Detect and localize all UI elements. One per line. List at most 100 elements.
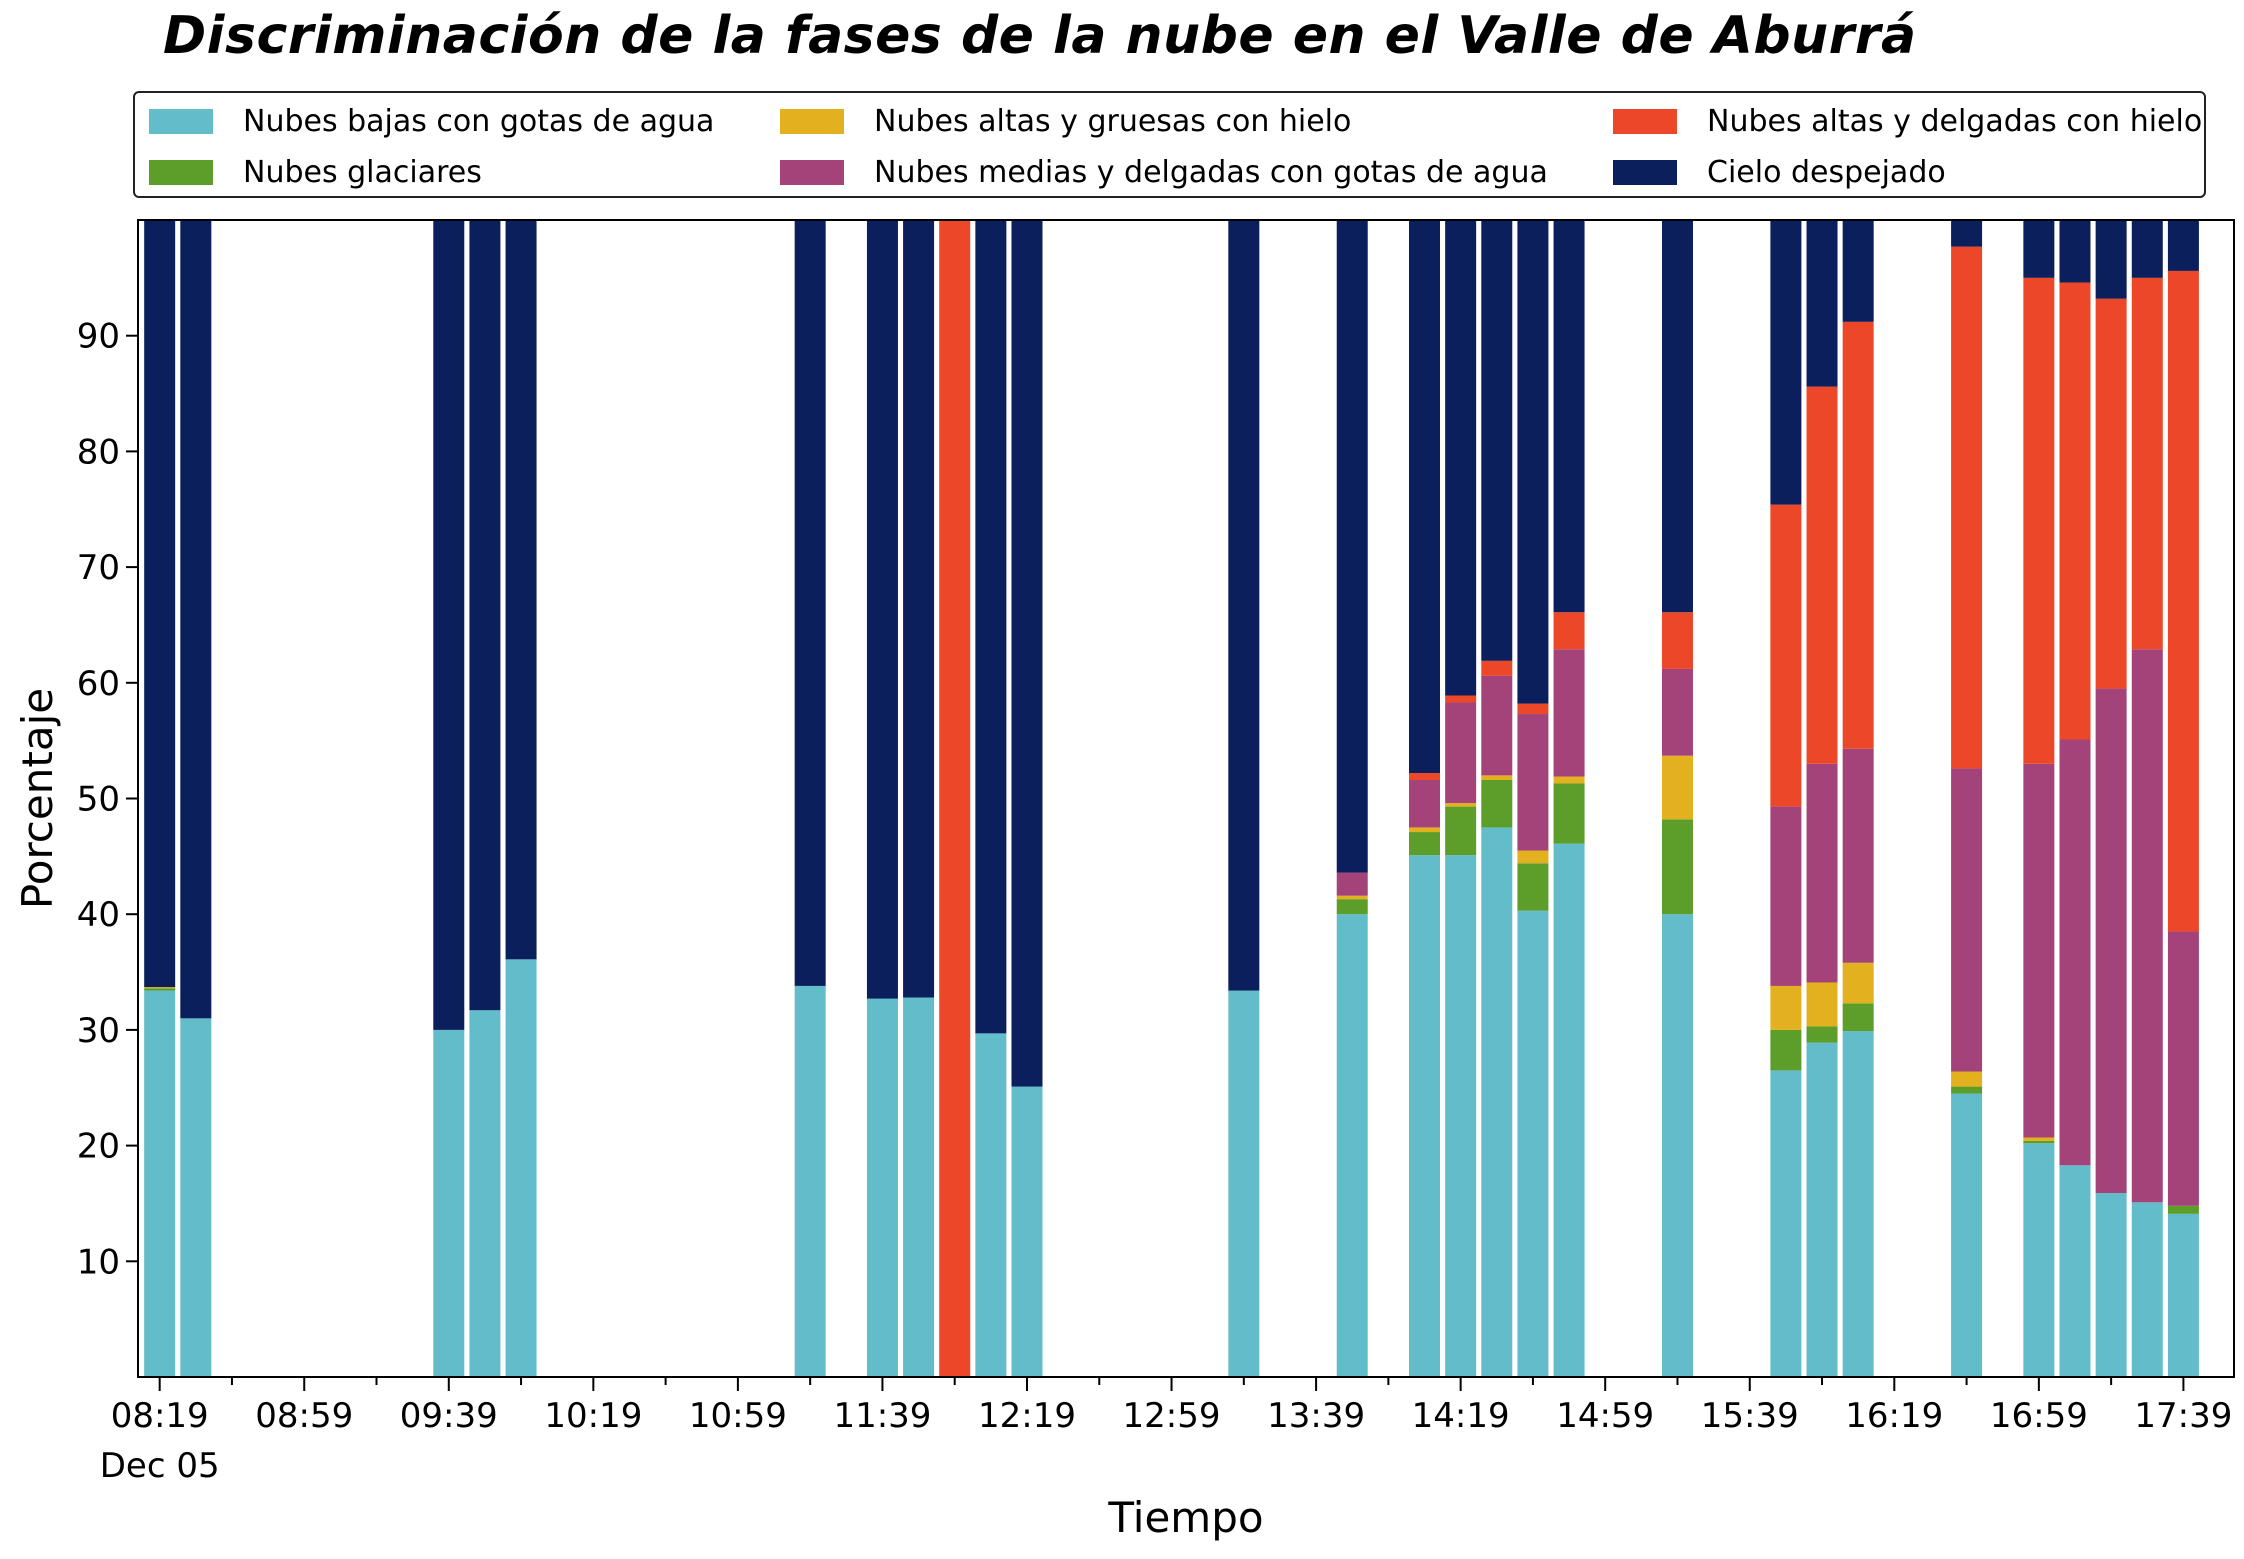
bar-14:59-series-3 [1517, 714, 1549, 851]
bar-17:29-series-3 [2059, 739, 2091, 1166]
bar-11:39-series-0 [794, 985, 826, 1377]
x-tick-label: 17:39 [2134, 1396, 2232, 1436]
legend-item: Nubes medias y delgadas con gotas de agu… [780, 154, 1548, 190]
bar-13:39-series-5 [1228, 220, 1260, 991]
bar-15:09-series-4 [1553, 612, 1585, 650]
bar-17:59-series-5 [2167, 220, 2199, 271]
bar-16:19-series-3 [1806, 763, 1838, 983]
bar-15:09-series-2 [1553, 776, 1585, 784]
bar-14:29-series-3 [1409, 779, 1441, 828]
bars [144, 220, 2199, 1377]
bar-17:19-series-3 [2023, 763, 2055, 1138]
legend-swatch [149, 159, 213, 185]
legend-label: Cielo despejado [1707, 154, 1946, 190]
bar-17:29-series-4 [2059, 282, 2091, 740]
bar-17:19-series-0 [2023, 1143, 2055, 1377]
x-tick-label: 13:39 [1267, 1396, 1365, 1436]
bar-14:59-series-5 [1517, 220, 1549, 704]
bar-16:09-series-4 [1770, 504, 1802, 807]
y-tick-label: 20 [77, 1127, 120, 1167]
legend-item: Nubes altas y delgadas con hielo [1613, 103, 2202, 139]
bar-14:39-series-4 [1445, 695, 1477, 703]
bar-14:09-series-0 [1336, 914, 1368, 1377]
bar-14:39-series-0 [1445, 855, 1477, 1377]
bar-15:09-series-1 [1553, 783, 1585, 844]
bar-14:49-series-3 [1481, 675, 1513, 776]
bar-14:39-series-5 [1445, 220, 1477, 696]
bar-08:19-series-2 [144, 987, 176, 989]
bar-17:49-series-3 [2131, 649, 2163, 1203]
bar-09:59-series-5 [505, 220, 537, 960]
bar-14:39-series-3 [1445, 702, 1477, 804]
bar-15:39-series-0 [1661, 914, 1693, 1377]
legend-item: Nubes bajas con gotas de agua [149, 103, 714, 139]
bar-16:19-series-0 [1806, 1042, 1838, 1377]
bar-17:19-series-1 [2023, 1140, 2055, 1144]
legend-swatch [780, 108, 844, 134]
x-tick-label: 08:19 [111, 1396, 209, 1436]
legend-label: Nubes bajas con gotas de agua [243, 103, 715, 139]
legend: Nubes bajas con gotas de agua Nubes glaci… [133, 91, 2206, 198]
y-tick-label: 50 [77, 780, 120, 820]
bar-14:49-series-5 [1481, 220, 1513, 661]
x-tick-label: 12:19 [978, 1396, 1076, 1436]
bar-16:59-series-3 [1951, 768, 1983, 1072]
legend-item: Cielo despejado [1613, 154, 1946, 190]
bar-16:29-series-1 [1842, 1003, 1874, 1032]
bar-11:59-series-5 [866, 220, 898, 999]
x-tick-sublabel: Dec 05 [100, 1446, 220, 1486]
bar-15:39-series-4 [1661, 612, 1693, 669]
chart-title: Discriminación de la fases de la nube en… [163, 6, 1917, 66]
legend-swatch [1613, 159, 1677, 185]
bar-14:49-series-0 [1481, 827, 1513, 1377]
bar-11:39-series-5 [794, 220, 826, 986]
bar-14:29-series-0 [1409, 855, 1441, 1377]
bar-16:29-series-2 [1842, 962, 1874, 1004]
bar-14:39-series-2 [1445, 803, 1477, 807]
y-tick-label: 30 [77, 1011, 120, 1051]
bar-14:49-series-1 [1481, 779, 1513, 828]
bar-15:39-series-2 [1661, 755, 1693, 820]
bar-09:49-series-5 [469, 220, 501, 1011]
y-tick-label: 70 [77, 548, 120, 588]
bar-16:29-series-3 [1842, 748, 1874, 963]
bar-16:29-series-0 [1842, 1031, 1874, 1377]
bar-17:29-series-5 [2059, 220, 2091, 283]
bar-16:09-series-2 [1770, 985, 1802, 1030]
bar-08:29-series-0 [180, 1018, 212, 1377]
bar-14:29-series-1 [1409, 832, 1441, 856]
bar-16:59-series-4 [1951, 246, 1983, 769]
bar-14:59-series-0 [1517, 910, 1549, 1377]
bar-15:39-series-1 [1661, 819, 1693, 915]
bar-17:19-series-4 [2023, 277, 2055, 764]
bar-17:49-series-5 [2131, 220, 2163, 278]
bar-12:39-series-5 [1011, 220, 1043, 1087]
legend-swatch [149, 108, 213, 134]
bar-14:09-series-3 [1336, 872, 1368, 896]
y-tick-label: 90 [77, 317, 120, 357]
bar-14:09-series-2 [1336, 895, 1368, 900]
bar-14:09-series-5 [1336, 220, 1368, 873]
y-tick-label: 40 [77, 895, 120, 935]
x-tick-label: 10:19 [544, 1396, 642, 1436]
x-tick-label: 16:59 [1990, 1396, 2088, 1436]
bar-14:09-series-1 [1336, 899, 1368, 915]
x-tick-label: 16:19 [1845, 1396, 1943, 1436]
x-tick-label: 08:59 [255, 1396, 353, 1436]
bar-14:59-series-2 [1517, 850, 1549, 864]
bar-14:39-series-1 [1445, 806, 1477, 856]
bar-16:59-series-0 [1951, 1093, 1983, 1377]
bar-08:19-series-0 [144, 990, 176, 1377]
bar-12:39-series-0 [1011, 1086, 1043, 1377]
bar-14:49-series-4 [1481, 660, 1513, 676]
bar-15:39-series-3 [1661, 668, 1693, 756]
legend-swatch [1613, 108, 1677, 134]
bar-14:29-series-5 [1409, 220, 1441, 774]
bar-09:59-series-0 [505, 959, 537, 1377]
legend-item: Nubes glaciares [149, 154, 482, 190]
bar-15:09-series-5 [1553, 220, 1585, 613]
bar-12:19-series-4 [939, 220, 971, 1377]
legend-label: Nubes medias y delgadas con gotas de agu… [874, 154, 1548, 190]
x-axis-label: Tiempo [1107, 1493, 1263, 1542]
